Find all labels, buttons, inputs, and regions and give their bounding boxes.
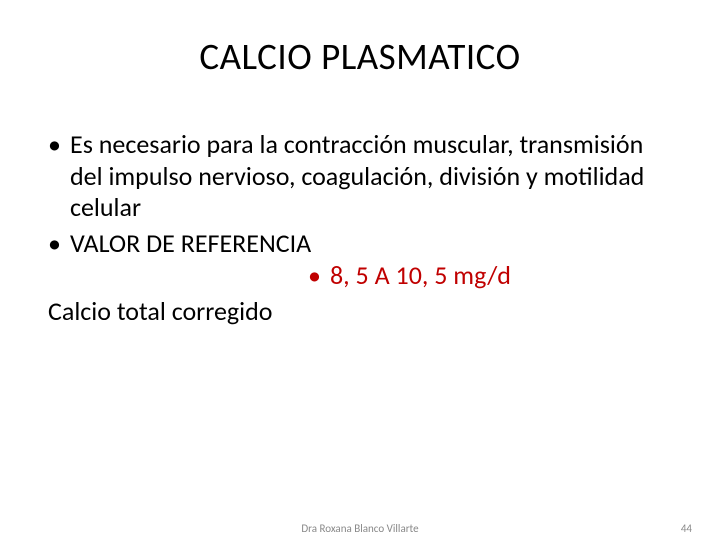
bullet-list: Es necesario para la contracción muscula… xyxy=(48,129,672,292)
sub-bullet-list: 8, 5 A 10, 5 mg/d xyxy=(70,260,672,292)
footer-author: Dra Roxana Blanco Villarte xyxy=(301,522,418,535)
slide-content: Es necesario para la contracción muscula… xyxy=(48,129,672,327)
closing-text: Calcio total corregido xyxy=(48,296,672,328)
bullet-item-2-label: VALOR DE REFERENCIA xyxy=(70,227,311,259)
bullet-item-2: VALOR DE REFERENCIA 8, 5 A 10, 5 mg/d xyxy=(70,228,672,291)
bullet-item-1: Es necesario para la contracción muscula… xyxy=(70,129,672,224)
reference-value: 8, 5 A 10, 5 mg/d xyxy=(330,260,672,292)
slide: CALCIO PLASMATICO Es necesario para la c… xyxy=(0,0,720,540)
slide-title: CALCIO PLASMATICO xyxy=(48,34,672,79)
footer-page-number: 44 xyxy=(681,522,692,535)
